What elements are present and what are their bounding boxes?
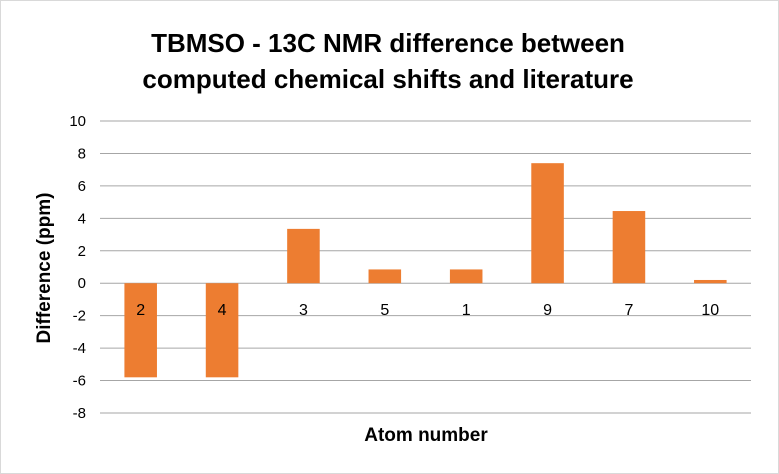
y-tick-label: 2: [78, 243, 86, 260]
bar-atom-4: [205, 283, 239, 378]
category-label-9: 9: [543, 302, 552, 319]
category-label-3: 3: [299, 302, 308, 319]
y-tick-label: -2: [73, 308, 86, 325]
y-tick-label: -6: [73, 373, 86, 390]
y-tick-label: 8: [78, 145, 86, 162]
category-label-1: 1: [462, 302, 471, 319]
category-label-2: 2: [136, 302, 145, 319]
bar-atom-3: [287, 228, 320, 284]
bar-atom-7: [612, 211, 646, 284]
y-tick-label: 6: [78, 178, 86, 195]
chart-title-line-2: computed chemical shifts and literature: [142, 64, 633, 94]
y-tick-label: 4: [78, 210, 86, 227]
y-tick-label: -8: [73, 405, 86, 422]
x-axis-title: Atom number: [364, 425, 488, 446]
category-label-7: 7: [624, 302, 633, 319]
chart-title-line-1: TBMSO - 13C NMR difference between: [151, 28, 625, 58]
y-tick-labels: -8 -6 -4 -2 0 2 4 6 8 10: [69, 113, 86, 422]
y-tick-label: 10: [69, 113, 86, 130]
bars: [124, 163, 727, 378]
gridlines: [100, 120, 751, 414]
bar-atom-9: [531, 163, 564, 284]
category-labels: 2 4 3 5 1 9 7 10: [136, 302, 719, 319]
bar-atom-1: [449, 269, 483, 284]
category-label-4: 4: [218, 302, 227, 319]
bar-atom-5: [368, 269, 402, 284]
category-label-5: 5: [380, 302, 389, 319]
y-tick-label: -4: [73, 340, 86, 357]
category-label-10: 10: [701, 302, 719, 319]
y-axis-title: Difference (ppm): [34, 193, 55, 344]
bar-atom-2: [124, 283, 157, 378]
y-tick-label: 0: [78, 275, 86, 292]
bar-atom-10: [694, 279, 727, 284]
